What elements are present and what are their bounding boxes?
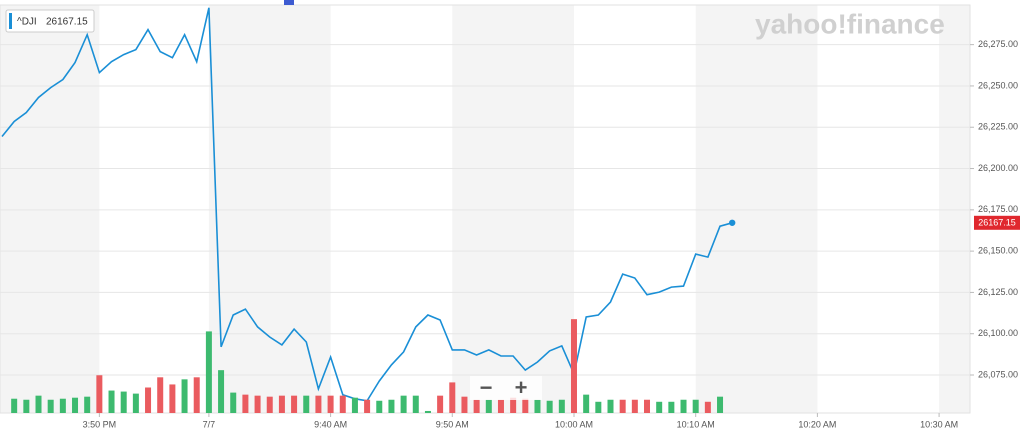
marker — [284, 0, 294, 5]
y-tick-label: 26,075.00 — [978, 369, 1018, 379]
price-tag — [974, 215, 1020, 230]
volume-bar — [644, 399, 651, 413]
background — [0, 4, 974, 417]
volume-bar — [315, 395, 322, 413]
zoom-in[interactable]: + — [515, 375, 528, 400]
y-tick-label: 26,200.00 — [978, 163, 1018, 173]
band — [0, 5, 100, 413]
volume-bar — [145, 387, 152, 413]
volume-bar — [534, 399, 541, 413]
x-tick-label: 10:30 AM — [920, 419, 958, 429]
volume-bar — [595, 401, 602, 413]
volume-bar — [473, 399, 480, 413]
volume-bar — [47, 399, 54, 413]
band — [939, 5, 970, 413]
y-tick-label: 26,225.00 — [978, 122, 1018, 132]
volume-bar — [120, 391, 127, 413]
volume-bar — [254, 395, 261, 413]
zoom-bg — [470, 376, 542, 400]
x-tick-label: 9:40 AM — [314, 419, 347, 429]
y-tick-label: 26,125.00 — [978, 287, 1018, 297]
volume-bar — [242, 394, 249, 413]
volume-bar — [266, 396, 273, 413]
y-tick-label: 26,100.00 — [978, 328, 1018, 338]
legend-swatch — [9, 13, 12, 29]
frame — [0, 4, 971, 414]
band — [208, 5, 331, 413]
volume-bar — [704, 401, 711, 413]
volume-bar — [619, 399, 626, 413]
volume-bar — [181, 379, 188, 413]
volume-bar — [364, 399, 371, 413]
volume-bar — [583, 394, 590, 413]
volume-bar — [230, 392, 237, 413]
volume-bar — [717, 396, 724, 413]
legend-name: ^DJI — [17, 17, 37, 28]
volume-bar — [497, 399, 504, 413]
x-tick-label: 10:20 AM — [798, 419, 836, 429]
volume-bar — [108, 390, 115, 413]
legend-box — [5, 9, 95, 33]
volume-bar — [59, 398, 66, 413]
zoom-out[interactable]: − — [480, 375, 493, 400]
last-point — [729, 219, 736, 226]
volume-bar — [205, 331, 212, 413]
y-tick-label: 26,250.00 — [978, 80, 1018, 90]
x-tick-label: 3:50 PM — [83, 419, 117, 429]
y-tick-label: 26,175.00 — [978, 204, 1018, 214]
volume-bar — [400, 395, 407, 413]
x-tick-label: 10:10 AM — [677, 419, 715, 429]
volume-bar — [291, 395, 298, 413]
y-tick-label: 26,150.00 — [978, 245, 1018, 255]
volume-bar — [23, 399, 30, 413]
y-tick-label: 26,275.00 — [978, 39, 1018, 49]
volume-bar — [485, 399, 492, 413]
volume-bar — [570, 319, 577, 413]
zoom-controls: − + — [470, 375, 542, 400]
x-tick-label: 10:00 AM — [555, 419, 593, 429]
volume-bar — [656, 401, 663, 413]
volume-bar — [169, 384, 176, 413]
band — [695, 5, 818, 413]
volume-bar — [218, 370, 225, 413]
volume-bar — [35, 395, 42, 413]
volume-bar — [388, 399, 395, 413]
volume-bar — [339, 395, 346, 413]
x-tick-label: 9:50 AM — [436, 419, 469, 429]
volume-bar — [680, 399, 687, 413]
volume-bar — [522, 398, 529, 413]
volume-bar — [72, 397, 79, 413]
volume-bar — [668, 401, 675, 413]
volume-bar — [96, 375, 103, 413]
plot — [1, 7, 736, 413]
band — [452, 5, 574, 413]
volume-bar — [278, 395, 285, 413]
volume-bar — [510, 397, 517, 413]
volume-bar — [11, 398, 18, 413]
volume-bar — [449, 382, 456, 413]
volume-bar — [351, 397, 358, 413]
volume-bar — [607, 399, 614, 413]
volume-bar — [437, 395, 444, 413]
volume-bar — [631, 399, 638, 413]
x-tick-label: 7/7 — [203, 419, 216, 429]
price-tag-label: 26167.15 — [978, 218, 1016, 228]
volume-bar — [558, 399, 565, 413]
price-line — [1, 7, 733, 402]
volume-bar — [157, 377, 164, 413]
volume-bar — [193, 377, 200, 413]
volume-bar — [461, 396, 468, 413]
volume-bar — [376, 400, 383, 413]
volume-bar — [132, 393, 139, 413]
legend-value: 26167.15 — [46, 17, 88, 28]
volume-bar — [546, 400, 553, 413]
volume-bar — [327, 395, 334, 413]
volume-bar — [303, 395, 310, 413]
volume-bar — [412, 395, 419, 413]
brand-logo: yahoo!finance — [755, 8, 945, 39]
volume-bar — [84, 396, 91, 413]
volume-bar — [424, 410, 431, 413]
volume-bar — [692, 399, 699, 413]
